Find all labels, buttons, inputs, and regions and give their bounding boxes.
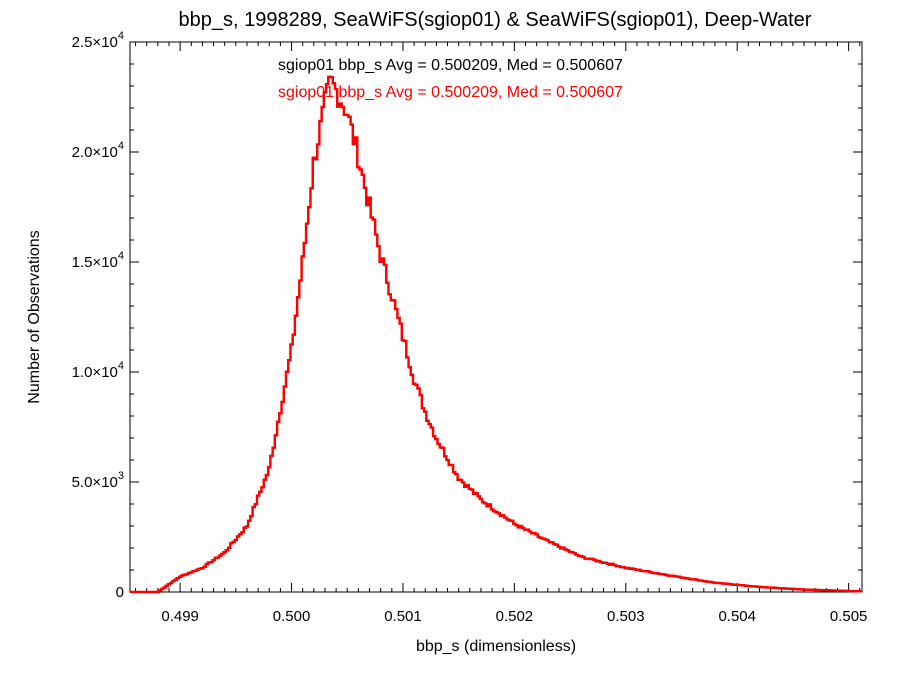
histogram-series-red [130, 75, 863, 594]
y-tick-label: 0 [116, 584, 124, 601]
annotation-red: sgiop01 bbp_s Avg = 0.500209, Med = 0.50… [278, 84, 623, 101]
histogram-series-black [130, 75, 862, 593]
y-axis-label: Number of Observations [26, 230, 43, 403]
y-tick-label: 2.5×104 [72, 30, 124, 51]
x-tick-label: 0.504 [718, 608, 756, 625]
x-tick-labels: 0.499 0.500 0.501 0.502 0.503 0.504 0.505 [161, 608, 867, 625]
y-tick-label: 2.0×104 [72, 140, 124, 161]
x-tick-label: 0.500 [273, 608, 311, 625]
x-tick-label: 0.499 [161, 608, 199, 625]
plot-frame [129, 41, 863, 593]
x-tick-label: 0.503 [607, 608, 645, 625]
chart-title: bbp_s, 1998289, SeaWiFS(sgiop01) & SeaWi… [179, 9, 812, 31]
axis-ticks [130, 41, 862, 593]
x-axis-label: bbp_s (dimensionless) [416, 638, 576, 655]
y-tick-label: 1.0×104 [72, 360, 124, 381]
y-tick-label: 5.0×103 [72, 470, 124, 491]
x-tick-label: 0.502 [496, 608, 534, 625]
annotation-black: sgiop01 bbp_s Avg = 0.500209, Med = 0.50… [278, 57, 623, 74]
series-layer [130, 75, 863, 594]
y-tick-labels: 0 5.0×103 1.0×104 1.5×104 2.0×104 2.5×104 [72, 30, 124, 601]
y-tick-label: 1.5×104 [72, 250, 124, 271]
x-tick-label: 0.501 [384, 608, 422, 625]
x-tick-label: 0.505 [830, 608, 868, 625]
